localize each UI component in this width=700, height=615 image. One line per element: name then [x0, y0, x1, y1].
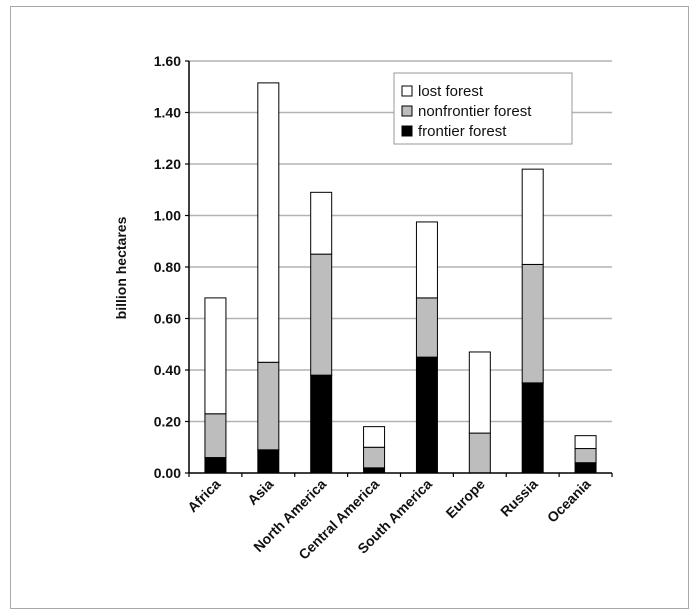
bar-segment-frontier-forest [310, 374, 333, 474]
bar-segment-lost-forest [521, 168, 544, 265]
bar-segment-nonfrontier-forest [310, 253, 333, 376]
legend-label: lost forest [418, 83, 484, 100]
legend-swatch [401, 125, 413, 137]
bar-segment-lost-forest [257, 82, 280, 363]
y-tick-label: 0.20 [154, 414, 181, 430]
bar-segment-frontier-forest [363, 467, 386, 474]
x-tick-label: Africa [184, 476, 224, 516]
x-tick-label: Asia [244, 476, 276, 508]
y-tick-label: 1.60 [154, 53, 181, 69]
legend-label: nonfrontier forest [418, 103, 532, 120]
bar-segment-nonfrontier-forest [574, 448, 597, 464]
bars [204, 82, 597, 474]
bar-segment-nonfrontier-forest [415, 297, 438, 358]
y-tick-label: 0.60 [154, 311, 181, 327]
x-tick-label: Oceania [544, 476, 594, 526]
y-tick-label: 1.20 [154, 156, 181, 172]
bar-segment-lost-forest [574, 435, 597, 450]
bar-segment-nonfrontier-forest [468, 432, 491, 474]
bar-segment-frontier-forest [574, 462, 597, 474]
bar-segment-nonfrontier-forest [204, 413, 227, 459]
bar-segment-lost-forest [468, 351, 491, 434]
legend-swatch [401, 105, 413, 117]
legend-label: frontier forest [418, 123, 507, 140]
x-tick-label: Europe [443, 476, 489, 522]
bar-segment-lost-forest [310, 191, 333, 255]
bar-segment-lost-forest [204, 297, 227, 415]
axes [185, 60, 613, 477]
bar-segment-frontier-forest [257, 449, 280, 474]
y-tick-labels: 0.00 0.20 0.40 0.60 0.80 1.00 1.20 1.40 1.60 [154, 53, 181, 481]
y-tick-label: 0.80 [154, 259, 181, 275]
legend-box [393, 72, 573, 145]
y-tick-label: 1.40 [154, 105, 181, 121]
bar-segment-nonfrontier-forest [257, 361, 280, 451]
bar-segment-lost-forest [415, 221, 438, 299]
x-tick-label: Russia [497, 476, 541, 520]
y-axis-title: billion hectares [113, 216, 129, 319]
legend-swatch [401, 85, 413, 97]
y-tick-label: 0.40 [154, 362, 181, 378]
legend: lost forest nonfrontier forest frontier fo… [393, 72, 573, 145]
y-tick-label: 0.00 [154, 465, 181, 481]
bar-segment-nonfrontier-forest [363, 446, 386, 469]
bar-segment-lost-forest [363, 426, 386, 448]
chart-frame [10, 6, 689, 609]
bar-segment-frontier-forest [415, 356, 438, 474]
y-tick-label: 1.00 [154, 208, 181, 224]
bar-segment-frontier-forest [521, 382, 544, 474]
bar-segment-frontier-forest [204, 457, 227, 474]
bar-segment-nonfrontier-forest [521, 263, 544, 384]
